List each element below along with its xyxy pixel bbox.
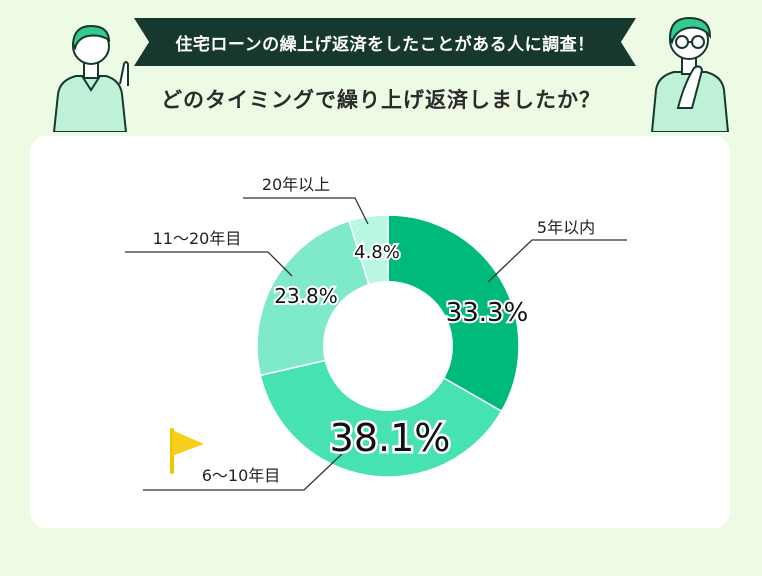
person-pointing-icon xyxy=(52,24,129,132)
callout-line-11〜20年目 xyxy=(125,251,293,277)
value-label-5年以内: 33.3% xyxy=(446,298,529,328)
flag-icon xyxy=(170,428,204,474)
banner-title: 住宅ローンの繰上げ返済をしたことがある人に調査！ xyxy=(175,34,595,55)
category-label-5年以内: 5年以内 xyxy=(537,218,595,237)
callout-line-20年以上 xyxy=(243,197,369,225)
question-title: どのタイミングで繰り上げ返済しましたか？ xyxy=(161,88,601,112)
value-label-20年以上: 4.8% xyxy=(354,242,400,263)
header-banner: 住宅ローンの繰上げ返済をしたことがある人に調査！ xyxy=(134,18,636,66)
category-label-6〜10年目: 6〜10年目 xyxy=(202,466,281,485)
donut-hole xyxy=(323,281,453,411)
value-label-6〜10年目: 38.1% xyxy=(330,416,451,460)
value-label-11〜20年目: 23.8% xyxy=(274,284,338,308)
person-thinking-icon xyxy=(650,16,730,132)
callout-line-6〜10年目 xyxy=(143,453,343,491)
category-label-20年以上: 20年以上 xyxy=(262,175,330,194)
callout-line-5年以内 xyxy=(487,239,627,283)
category-label-11〜20年目: 11〜20年目 xyxy=(153,229,242,248)
